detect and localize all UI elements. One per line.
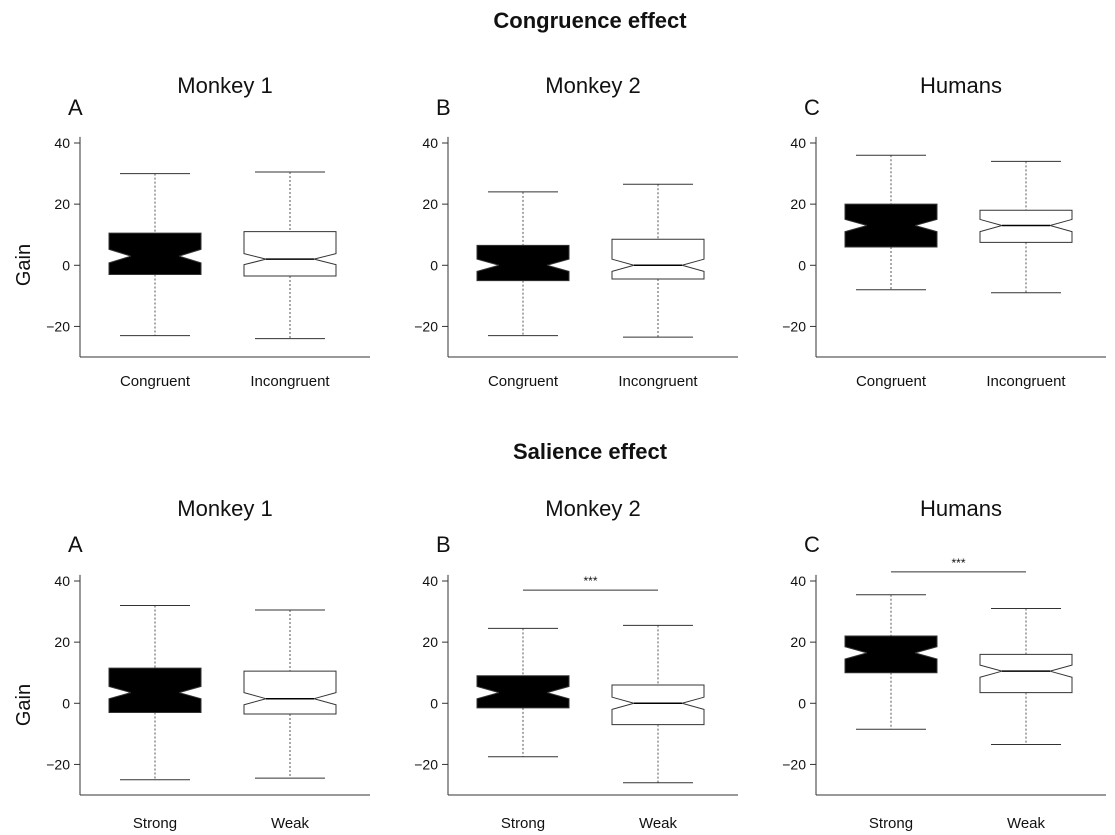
y-tick-label: 0 bbox=[62, 257, 70, 273]
panel-salience-a: Monkey 1 A Gain −20 0 20 40 Strong Weak bbox=[13, 496, 370, 832]
category-label: Weak bbox=[271, 815, 310, 832]
y-tick-label: 20 bbox=[422, 634, 438, 650]
panel-title: Humans bbox=[920, 496, 1002, 521]
category-label: Incongruent bbox=[618, 373, 698, 390]
significance-label: *** bbox=[951, 556, 965, 570]
panel-letter: B bbox=[436, 95, 451, 120]
y-tick-label: 20 bbox=[54, 196, 70, 212]
box-incongruent bbox=[611, 238, 705, 280]
y-axis-label: Gain bbox=[13, 684, 35, 726]
panel-title: Monkey 1 bbox=[177, 496, 272, 521]
panel-congruence-b: Monkey 2 B −20 0 20 40 Congruent Incongruent bbox=[414, 73, 738, 390]
y-tick-label: 20 bbox=[54, 634, 70, 650]
y-tick-label: 20 bbox=[422, 196, 438, 212]
y-tick-label: 0 bbox=[62, 695, 70, 711]
y-tick-label: 0 bbox=[430, 257, 438, 273]
category-label: Strong bbox=[501, 815, 545, 832]
y-tick-label: 0 bbox=[798, 257, 806, 273]
y-tick-label: 40 bbox=[422, 135, 438, 151]
panel-title: Monkey 1 bbox=[177, 73, 272, 98]
y-tick-label: 20 bbox=[790, 196, 806, 212]
panels: Monkey 1 A Gain −20 0 20 40 Congruent Incongruen… bbox=[13, 73, 1106, 832]
panel-congruence-c: Humans C −20 0 20 40 Congruent Incongruent bbox=[782, 73, 1106, 390]
y-tick-label: −20 bbox=[46, 318, 70, 334]
category-label: Weak bbox=[639, 815, 678, 832]
y-tick-label: 40 bbox=[790, 573, 806, 589]
category-label: Incongruent bbox=[250, 373, 330, 390]
y-tick-label: −20 bbox=[46, 756, 70, 772]
box-weak bbox=[611, 684, 705, 726]
section-title-salience: Salience effect bbox=[513, 439, 668, 464]
panel-letter: A bbox=[68, 95, 83, 120]
category-label: Incongruent bbox=[986, 373, 1066, 390]
category-label: Congruent bbox=[856, 373, 927, 390]
panel-letter: A bbox=[68, 532, 83, 557]
box-strong bbox=[844, 635, 938, 674]
panel-letter: B bbox=[436, 532, 451, 557]
y-tick-label: 0 bbox=[430, 695, 438, 711]
box-strong bbox=[108, 667, 202, 713]
category-label: Weak bbox=[1007, 815, 1046, 832]
panel-title: Monkey 2 bbox=[545, 73, 640, 98]
box-congruent bbox=[476, 244, 570, 282]
box-incongruent bbox=[243, 231, 337, 277]
category-label: Strong bbox=[133, 815, 177, 832]
category-label: Strong bbox=[869, 815, 913, 832]
y-tick-label: −20 bbox=[414, 318, 438, 334]
box-weak bbox=[243, 670, 337, 715]
panel-title: Monkey 2 bbox=[545, 496, 640, 521]
category-label: Congruent bbox=[488, 373, 559, 390]
panel-salience-b: Monkey 2 B −20 0 20 40 Strong Weak *** bbox=[414, 496, 738, 832]
y-tick-label: 40 bbox=[54, 135, 70, 151]
section-title-congruence: Congruence effect bbox=[493, 8, 687, 33]
y-tick-label: 20 bbox=[790, 634, 806, 650]
y-tick-label: 0 bbox=[798, 695, 806, 711]
y-tick-label: 40 bbox=[422, 573, 438, 589]
y-tick-label: 40 bbox=[790, 135, 806, 151]
y-tick-label: −20 bbox=[782, 318, 806, 334]
y-axis-label: Gain bbox=[13, 244, 35, 286]
panel-congruence-a: Monkey 1 A Gain −20 0 20 40 Congruent Incongruen… bbox=[13, 73, 370, 390]
box-incongruent bbox=[979, 209, 1073, 243]
y-tick-label: −20 bbox=[782, 756, 806, 772]
y-tick-label: −20 bbox=[414, 756, 438, 772]
box-weak bbox=[979, 653, 1073, 694]
panel-letter: C bbox=[804, 95, 820, 120]
significance-label: *** bbox=[583, 574, 597, 588]
category-label: Congruent bbox=[120, 373, 191, 390]
box-strong bbox=[476, 675, 570, 709]
panel-letter: C bbox=[804, 532, 820, 557]
box-congruent bbox=[108, 232, 202, 275]
y-tick-label: 40 bbox=[54, 573, 70, 589]
panel-salience-c: Humans C −20 0 20 40 Strong Weak *** bbox=[782, 496, 1106, 832]
panel-title: Humans bbox=[920, 73, 1002, 98]
